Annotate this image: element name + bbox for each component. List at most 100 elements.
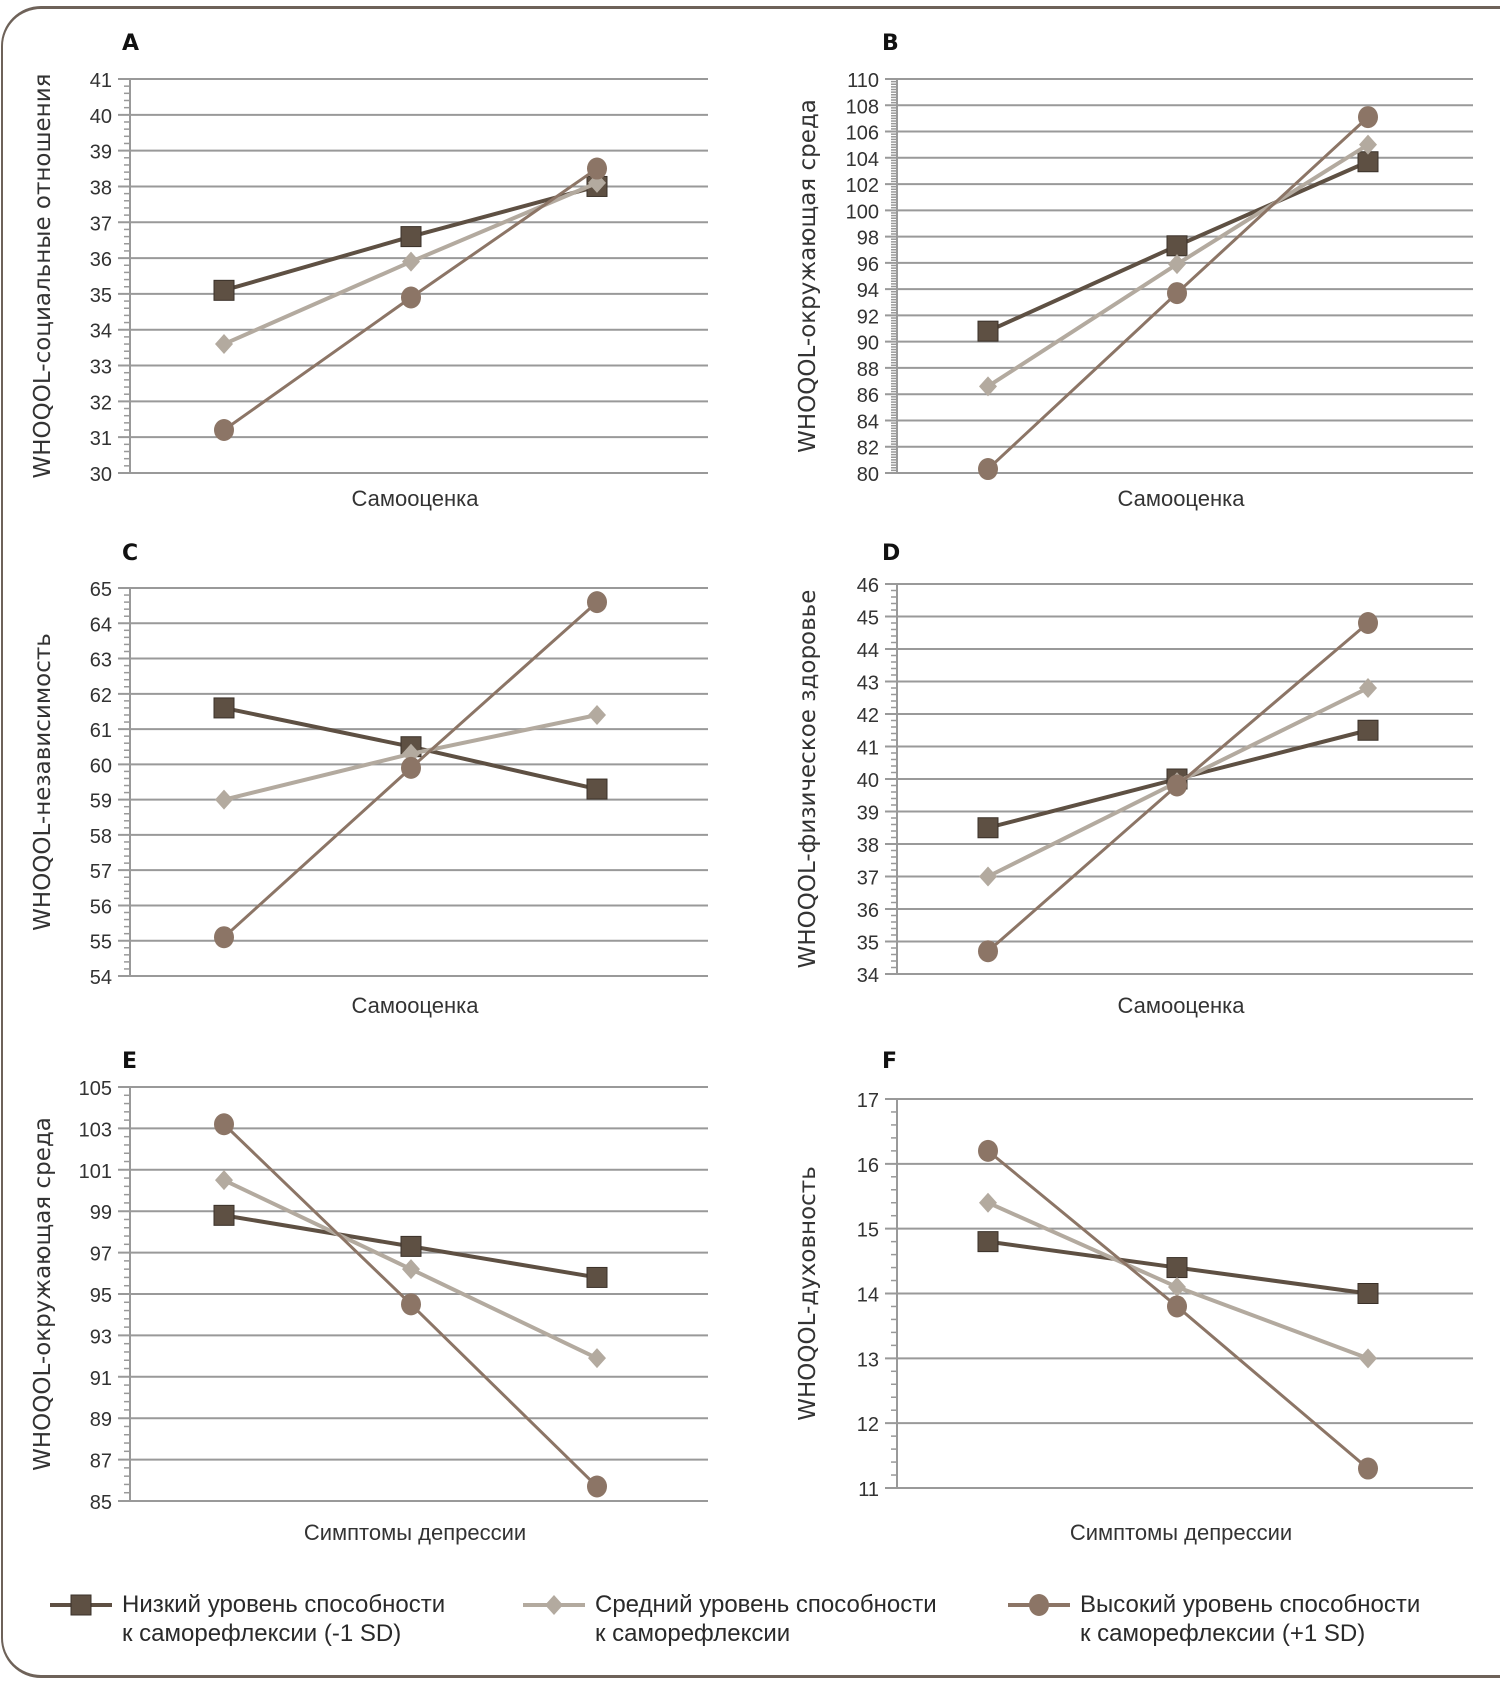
y-axis-label: WHOQOL-социальные отношения [30,74,56,479]
y-tick-label: 34 [857,965,879,987]
y-tick-label: 64 [90,614,112,636]
series-low [213,1204,608,1288]
data-point-mid [215,334,233,355]
data-point-low [400,226,422,248]
y-tick-label: 65 [90,579,112,601]
y-axis-label: WHOQOL-духовность [795,1166,821,1421]
y-tick-label: 89 [90,1409,112,1431]
data-point-high [1358,612,1378,634]
panel-title: E [122,1049,137,1074]
y-tick-label: 80 [857,464,879,486]
y-tick-label: 55 [90,932,112,954]
data-point-high [978,940,998,963]
legend-label-low: Низкий уровень способности к саморефлекс… [122,1591,446,1647]
y-tick-label: 41 [90,70,112,92]
y-tick-label: 43 [857,673,879,695]
data-point-low [1357,719,1379,741]
y-axis-label: WHOQOL-физическое здоровье [795,590,821,969]
y-tick-label: 98 [857,228,879,250]
data-point-mid [402,251,420,272]
data-point-high [1167,774,1187,797]
chart-panel-d: D 34 35 36 37 38 39 40 41 42 43 44 45 46 WHOQOL-физиче… [795,541,1473,1018]
y-tick-label: 102 [846,175,879,197]
series-low [977,1231,1379,1304]
y-tick-label: 39 [90,142,112,164]
y-tick-label: 32 [90,392,112,414]
y-tick-label: 45 [857,608,879,630]
y-tick-label: 42 [857,705,879,727]
y-tick-label: 60 [90,755,112,777]
data-point-mid [588,704,606,725]
legend-marker [1029,1594,1049,1616]
y-tick-label: 59 [90,791,112,813]
y-tick-label: 46 [857,575,879,597]
y-tick-label: 105 [79,1078,112,1100]
data-point-high [1167,282,1187,305]
data-point-low [213,1204,235,1226]
y-tick-label: 94 [857,280,879,302]
data-point-low [213,279,235,301]
data-point-high [1358,106,1378,129]
y-tick-label: 38 [857,835,879,857]
legend-label-high: Высокий уровень способности к саморефлек… [1080,1591,1421,1647]
y-tick-label: 40 [857,770,879,792]
legend-label-mid: Средний уровень способности к саморефлек… [595,1591,937,1647]
x-axis-label: Симптомы депрессии [304,1520,526,1545]
y-tick-label: 62 [90,685,112,707]
y-tick-label: 87 [90,1451,112,1473]
y-tick-label: 86 [857,385,879,407]
y-tick-label: 95 [90,1285,112,1307]
series-mid [215,1170,606,1369]
y-tick-label: 36 [857,900,879,922]
y-tick-label: 34 [90,321,112,343]
data-point-mid [979,376,997,397]
x-axis-label: Самооценка [351,993,479,1018]
data-point-high [214,926,234,949]
data-point-high [587,591,607,614]
data-point-low [213,697,235,719]
chart-panel-a: A 30 31 32 33 34 35 36 37 38 39 40 41 WHOQOL-социальн… [30,31,708,511]
y-tick-label: 35 [857,933,879,955]
data-point-mid [1359,678,1377,698]
legend-item-mid: Средний уровень способности к саморефлек… [523,1590,937,1648]
y-tick-label: 110 [847,70,879,92]
y-tick-label: 31 [90,428,112,450]
data-point-high [587,157,607,180]
y-tick-label: 54 [90,967,112,989]
data-point-low [586,778,608,800]
data-point-mid [215,789,233,810]
y-tick-label: 88 [857,359,879,381]
y-tick-label: 58 [90,826,112,848]
data-point-mid [979,866,997,887]
series-high [978,106,1378,481]
data-point-mid [1168,1277,1186,1298]
y-tick-label: 90 [857,333,879,355]
y-tick-label: 63 [90,650,112,672]
y-tick-label: 36 [90,249,112,271]
y-tick-label: 37 [857,868,879,890]
data-point-low [1357,151,1379,173]
legend-circle-marker-icon [1008,1594,1070,1616]
data-point-high [401,756,421,779]
y-axis-label: WHOQOL-независимость [30,633,56,931]
data-point-low [977,1231,999,1253]
y-tick-label: 14 [857,1285,879,1307]
data-point-low [400,1235,422,1257]
y-tick-label: 104 [846,149,879,171]
x-axis-label: Самооценка [1117,486,1245,511]
figure-frame [1,6,1500,1678]
y-tick-label: 92 [857,306,879,328]
y-tick-label: 57 [90,861,112,883]
panel-title: D [882,541,900,566]
legend: Низкий уровень способности к саморефлекс… [0,1590,1500,1660]
legend-item-high: Высокий уровень способности к саморефлек… [1008,1590,1420,1648]
y-tick-label: 99 [90,1202,112,1224]
data-point-low [977,320,999,342]
data-point-low [977,817,999,839]
y-tick-label: 11 [858,1479,879,1501]
y-tick-label: 103 [79,1119,112,1141]
y-tick-label: 85 [90,1492,112,1514]
y-tick-label: 12 [857,1414,879,1436]
data-point-mid [1359,1348,1377,1369]
y-tick-label: 41 [857,738,879,760]
